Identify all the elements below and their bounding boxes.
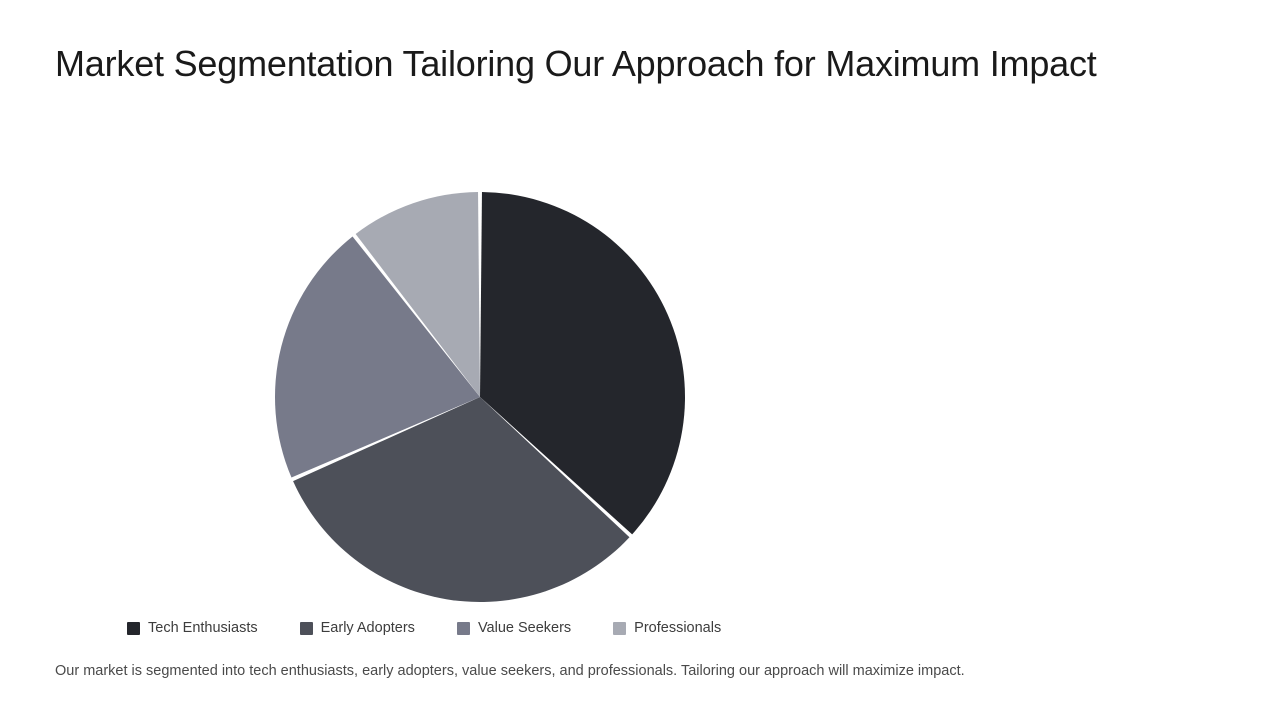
pie-slice[interactable]	[355, 192, 480, 397]
pie-slices	[274, 192, 686, 602]
legend-item-label: Professionals	[634, 620, 722, 636]
legend-swatch-icon	[299, 621, 313, 635]
pie-slice[interactable]	[274, 236, 480, 478]
legend-swatch-icon	[613, 621, 627, 635]
legend-items-container: Tech Enthusiasts Early Adopters Value Seek…	[127, 620, 763, 636]
legend-swatch-icon	[127, 621, 140, 635]
pie-chart	[0, 150, 1280, 620]
chart-caption: Our market is segmented into tech enthus…	[55, 663, 965, 679]
page-title: Market Segmentation Tailoring Our Approa…	[55, 43, 1097, 84]
legend-item[interactable]: Early Adopters	[299, 620, 415, 636]
legend-item-label: Value Seekers	[477, 620, 572, 636]
legend-item-label: Tech Enthusiasts	[148, 620, 258, 636]
pie-chart-svg	[274, 192, 686, 602]
pie-slice[interactable]	[293, 397, 630, 602]
legend-item[interactable]: Tech Enthusiasts	[127, 620, 258, 636]
legend-item-label: Early Adopters	[320, 620, 415, 636]
legend-swatch-icon	[456, 621, 470, 635]
legend-item[interactable]: Professionals	[613, 620, 721, 636]
legend-item[interactable]: Value Seekers	[456, 620, 572, 636]
chart-legend: Tech Enthusiasts Early Adopters Value Seek…	[0, 620, 1280, 646]
pie-slice[interactable]	[480, 192, 686, 535]
